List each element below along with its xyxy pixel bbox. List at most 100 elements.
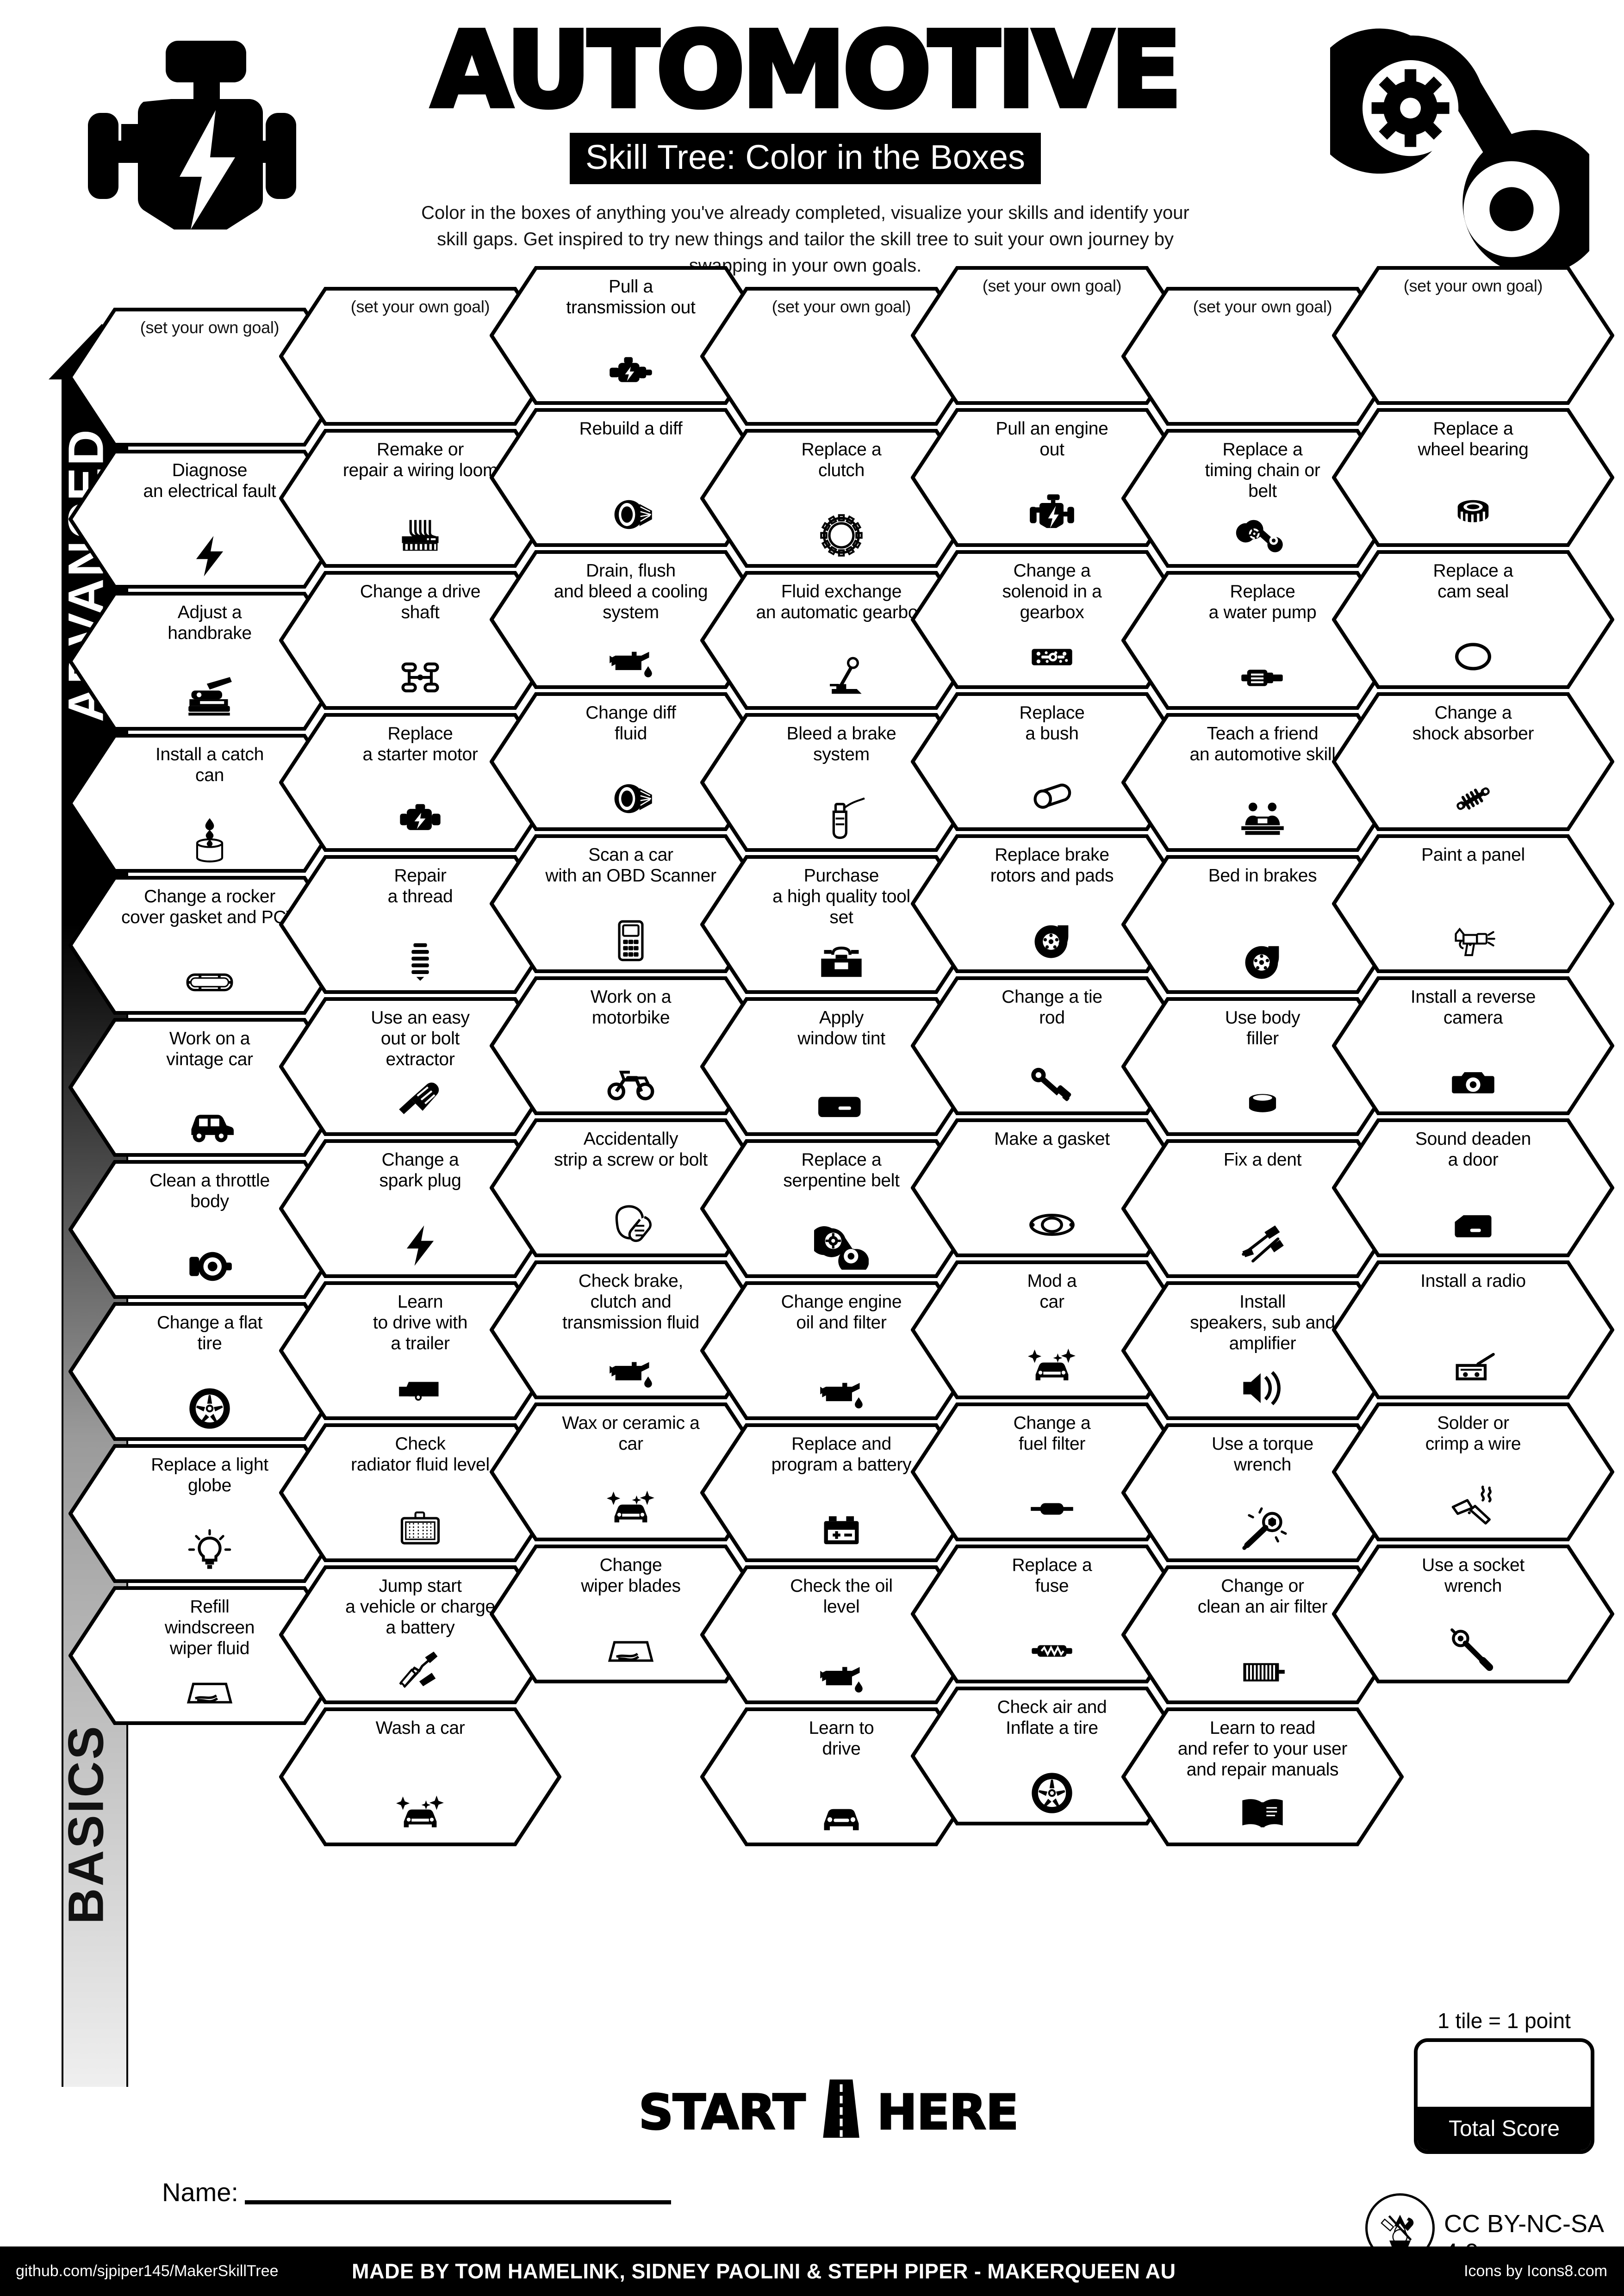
skill-tile[interactable]: Make a gasket <box>911 1118 1193 1257</box>
skill-tile[interactable]: Change a shock absorber <box>1332 692 1614 831</box>
skill-tile[interactable]: Check the oil level <box>700 1565 983 1704</box>
skill-tile-label: Learn to drive with a trailer <box>373 1292 468 1354</box>
jumper-cables-icon <box>393 1648 448 1696</box>
skill-tile[interactable]: Fluid exchange an automatic gearbox <box>700 571 983 710</box>
car-front-icon <box>814 1790 869 1838</box>
lightning-bolt-icon <box>182 532 237 580</box>
skill-tile[interactable]: Mod a car <box>911 1260 1193 1399</box>
name-field[interactable]: Name: <box>162 2166 671 2207</box>
skill-tile[interactable]: Clean a throttle body <box>68 1160 351 1299</box>
skill-tile-label: Replace a wheel bearing <box>1418 419 1529 460</box>
skill-tile[interactable]: Replace a timing chain or belt <box>1121 429 1404 568</box>
skill-tile[interactable]: Change or clean an air filter <box>1121 1565 1404 1704</box>
skill-tile[interactable]: Check radiator fluid level <box>279 1423 561 1562</box>
total-score-box[interactable]: Total Score <box>1414 2038 1594 2154</box>
skill-tile[interactable]: Change engine oil and filter <box>700 1281 983 1420</box>
skill-tile[interactable]: Use body filler <box>1121 997 1404 1136</box>
skill-tile[interactable]: Replace brake rotors and pads <box>911 834 1193 973</box>
skill-tile[interactable]: (set your own goal) <box>1121 287 1404 426</box>
radiator-icon <box>393 1506 448 1554</box>
skill-tile[interactable]: Accidentally strip a screw or bolt <box>490 1118 772 1257</box>
skill-tile[interactable]: Learn to read and refer to your user and r… <box>1121 1707 1404 1846</box>
footer-icons-credit[interactable]: Icons by Icons8.com <box>1464 2262 1607 2280</box>
transmission-icon <box>604 348 658 397</box>
skill-tile[interactable]: Diagnose an electrical fault <box>68 450 351 589</box>
skill-tile[interactable]: Replace a serpentine belt <box>700 1139 983 1278</box>
skill-tile[interactable]: Teach a friend an automotive skill <box>1121 713 1404 852</box>
skill-tile[interactable]: Solder or crimp a wire <box>1332 1402 1614 1541</box>
skill-tile[interactable]: Pull a transmission out <box>490 266 772 405</box>
skill-tile[interactable]: Change a rocker cover gasket and PCV <box>68 876 351 1015</box>
skill-tile[interactable]: Bed in brakes <box>1121 855 1404 994</box>
skill-tile[interactable]: Check air and Inflate a tire <box>911 1687 1193 1825</box>
skill-tile[interactable]: (set your own goal) <box>1332 266 1614 405</box>
skill-tile[interactable]: Change a drive shaft <box>279 571 561 710</box>
skill-tile[interactable]: Learn to drive with a trailer <box>279 1281 561 1420</box>
skill-tile[interactable]: Drain, flush and bleed a cooling system <box>490 550 772 689</box>
skill-tile[interactable]: Wax or ceramic a car <box>490 1402 772 1541</box>
tool-box-icon <box>814 937 869 986</box>
skill-tile[interactable]: Pull an engine out <box>911 408 1193 547</box>
skill-tile[interactable]: Use a torque wrench <box>1121 1423 1404 1562</box>
skill-tile[interactable]: Replace a water pump <box>1121 571 1404 710</box>
car-battery-icon <box>814 1506 869 1554</box>
skill-tile[interactable]: (set your own goal) <box>700 287 983 426</box>
skill-tile[interactable]: Install a catch can <box>68 734 351 873</box>
skill-tile[interactable]: Work on a motorbike <box>490 976 772 1115</box>
skill-tile[interactable]: (set your own goal) <box>911 266 1193 405</box>
skill-tile[interactable]: Install a radio <box>1332 1260 1614 1399</box>
skill-tile[interactable]: Rebuild a diff <box>490 408 772 547</box>
skill-tile[interactable]: Replace a wheel bearing <box>1332 408 1614 547</box>
skill-tile[interactable]: Scan a car with an OBD Scanner <box>490 834 772 973</box>
skill-tile[interactable]: Use a socket wrench <box>1332 1545 1614 1683</box>
skill-tile-label: Replace and program a battery <box>771 1434 912 1475</box>
skill-tile[interactable]: Change a solenoid in a gearbox <box>911 550 1193 689</box>
skill-tile[interactable]: Work on a vintage car <box>68 1018 351 1157</box>
name-input-line[interactable] <box>244 2197 671 2204</box>
skill-tile[interactable]: Adjust a handbrake <box>68 592 351 731</box>
skill-tile[interactable]: Change diff fluid <box>490 692 772 831</box>
skill-tile[interactable]: Replace a clutch <box>700 429 983 568</box>
skill-tile[interactable]: Wash a car <box>279 1707 561 1846</box>
skill-tile[interactable]: Use an easy out or bolt extractor <box>279 997 561 1136</box>
skill-tile[interactable]: Replace a cam seal <box>1332 550 1614 689</box>
skill-tile-label: Diagnose an electrical fault <box>143 460 276 502</box>
drive-shaft-icon <box>393 653 448 701</box>
skill-tile[interactable]: Purchase a high quality tool set <box>700 855 983 994</box>
skill-tile-label: Install speakers, sub and amplifier <box>1190 1292 1335 1354</box>
skill-tile[interactable]: Fix a dent <box>1121 1139 1404 1278</box>
skill-tile[interactable]: Install a reverse camera <box>1332 976 1614 1115</box>
skill-tile[interactable]: Jump start a vehicle or charge a battery <box>279 1565 561 1704</box>
skill-tile[interactable]: Change a flat tire <box>68 1302 351 1441</box>
skill-tile[interactable]: Replace and program a battery <box>700 1423 983 1562</box>
starter-motor-icon <box>393 795 448 844</box>
score-input-area[interactable] <box>1418 2042 1591 2107</box>
skill-tile[interactable]: Refill windscreen wiper fluid <box>68 1586 351 1725</box>
skill-tile[interactable]: Apply window tint <box>700 997 983 1136</box>
thread-insert-icon <box>393 937 448 986</box>
skill-tile[interactable]: Change a fuel filter <box>911 1402 1193 1541</box>
skill-tile[interactable]: Remake or repair a wiring loom <box>279 429 561 568</box>
skill-tile[interactable]: Change a tie rod <box>911 976 1193 1115</box>
skill-tile[interactable]: Check brake, clutch and transmission fluid <box>490 1260 772 1399</box>
skill-tile-label: Work on a motorbike <box>590 987 672 1028</box>
skill-tile-label: Change wiper blades <box>581 1555 681 1596</box>
skill-tile[interactable]: Repair a thread <box>279 855 561 994</box>
skill-tile[interactable]: Replace a bush <box>911 692 1193 831</box>
skill-tile[interactable]: Change a spark plug <box>279 1139 561 1278</box>
skill-tile[interactable]: Replace a light globe <box>68 1444 351 1583</box>
skill-tile[interactable]: Bleed a brake system <box>700 713 983 852</box>
catch-can-icon <box>182 816 237 864</box>
footer-repo-link[interactable]: github.com/sjpiper145/MakerSkillTree <box>16 2262 279 2280</box>
skill-tile[interactable]: (set your own goal) <box>68 308 351 447</box>
skill-tile[interactable]: Sound deaden a door <box>1332 1118 1614 1257</box>
skill-tile[interactable]: (set your own goal) <box>279 287 561 426</box>
skill-tile[interactable]: Replace a fuse <box>911 1545 1193 1683</box>
skill-tile-label: Change engine oil and filter <box>781 1292 902 1333</box>
skill-tile[interactable]: Learn to drive <box>700 1707 983 1846</box>
skill-tile[interactable]: Install speakers, sub and amplifier <box>1121 1281 1404 1420</box>
skill-tile[interactable]: Replace a starter motor <box>279 713 561 852</box>
valve-body-icon <box>1025 633 1079 681</box>
skill-tile[interactable]: Paint a panel <box>1332 834 1614 973</box>
skill-tile[interactable]: Change wiper blades <box>490 1545 772 1683</box>
